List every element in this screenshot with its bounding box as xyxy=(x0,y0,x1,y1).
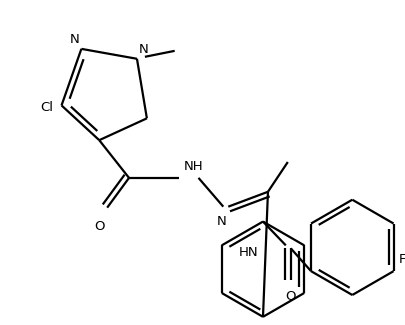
Text: O: O xyxy=(94,220,104,233)
Text: F: F xyxy=(398,253,405,266)
Text: N: N xyxy=(216,214,226,227)
Text: Cl: Cl xyxy=(40,101,53,114)
Text: O: O xyxy=(285,290,295,303)
Text: N: N xyxy=(70,33,79,46)
Text: HN: HN xyxy=(238,246,258,259)
Text: N: N xyxy=(139,43,148,56)
Text: NH: NH xyxy=(183,160,203,173)
